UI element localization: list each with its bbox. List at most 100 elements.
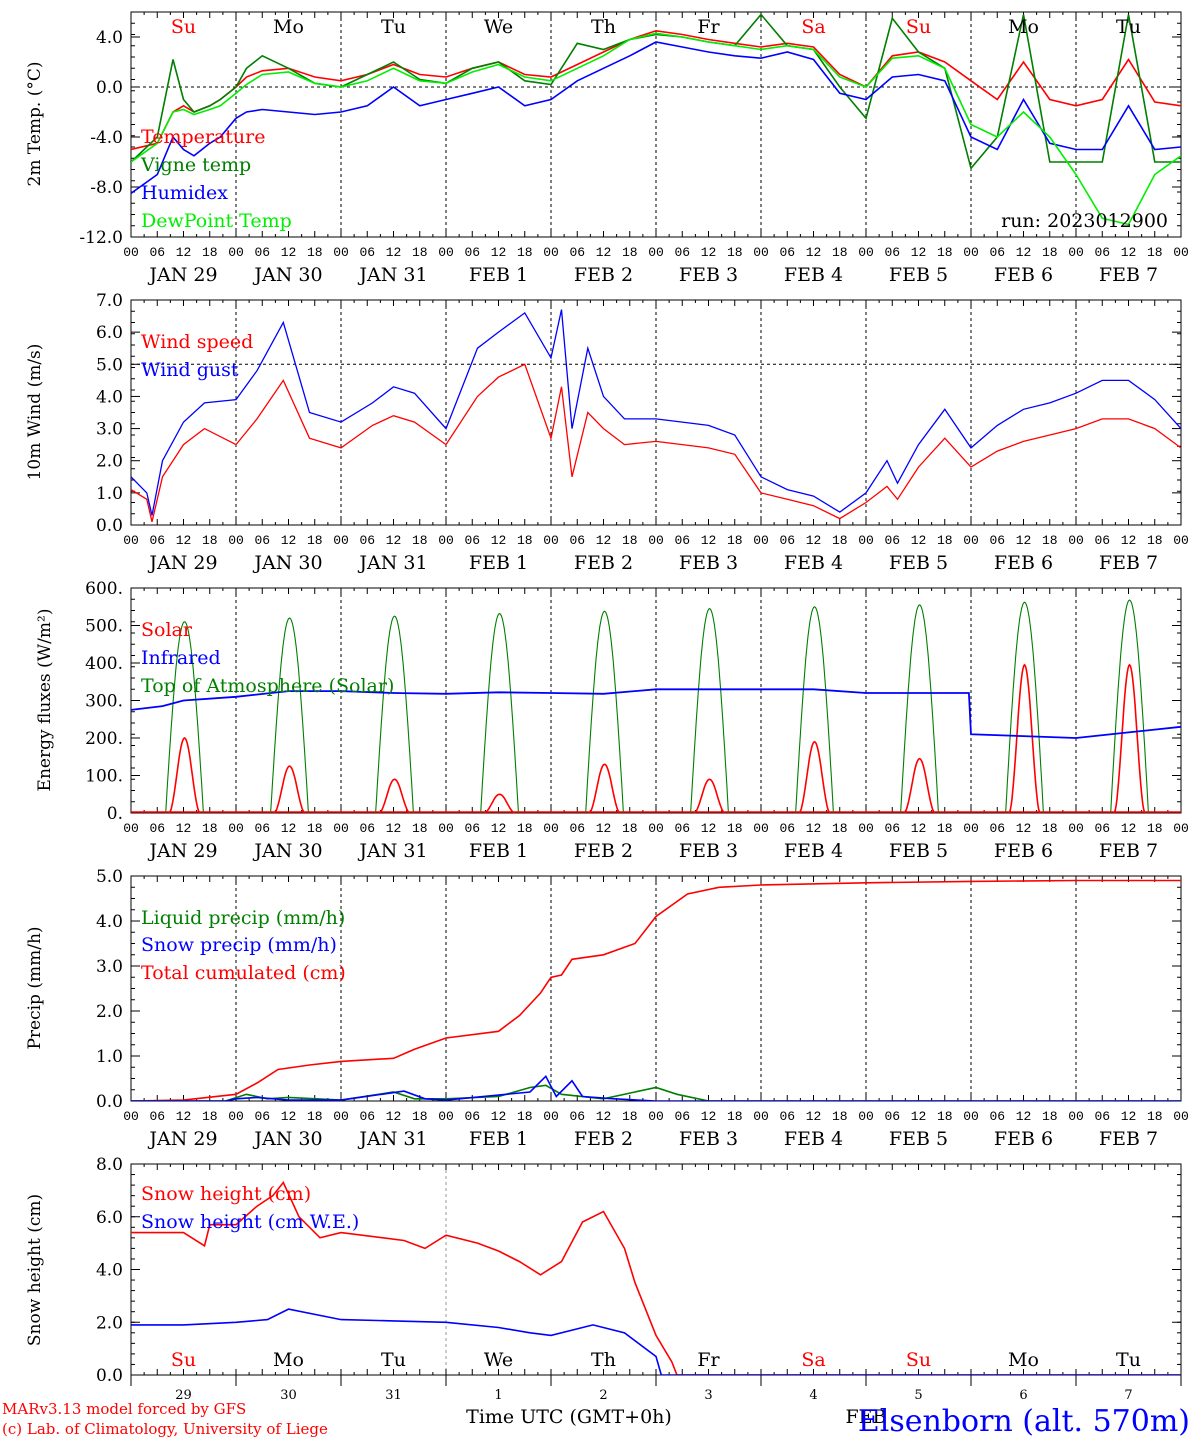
- day-number-label: 6: [1019, 1388, 1027, 1403]
- hour-label: 00: [1068, 533, 1084, 548]
- hour-label: 06: [464, 821, 480, 836]
- bottom-month-label: FEB: [845, 1406, 886, 1428]
- hour-label: 12: [596, 245, 612, 260]
- date-label: FEB 1: [469, 840, 528, 862]
- hour-label: 00: [753, 533, 769, 548]
- y-axis-label: 10m Wind (m/s): [25, 344, 45, 481]
- hour-label: 06: [884, 245, 900, 260]
- hour-label: 18: [1147, 533, 1163, 548]
- y-tick-label: 4.0: [96, 387, 123, 407]
- hour-label: 18: [1042, 245, 1058, 260]
- date-label: FEB 3: [679, 552, 738, 574]
- hour-label: 18: [1147, 821, 1163, 836]
- legend-entry: Snow height (cm W.E.): [141, 1211, 359, 1233]
- hour-label: 00: [438, 821, 454, 836]
- hour-label: 00: [1173, 821, 1189, 836]
- hour-label: 18: [937, 1109, 953, 1124]
- hour-label: 00: [753, 821, 769, 836]
- y-tick-label: 300.: [85, 692, 123, 712]
- solar-line: [1008, 663, 1041, 813]
- hour-label: 12: [386, 821, 402, 836]
- series-line: [131, 29, 1181, 151]
- hour-label: 12: [911, 821, 927, 836]
- hour-label: 06: [359, 1109, 375, 1124]
- hour-label: 00: [648, 245, 664, 260]
- hour-label: 06: [359, 245, 375, 260]
- date-label: JAN 31: [357, 264, 427, 286]
- hour-label: 18: [727, 821, 743, 836]
- hour-label: 12: [281, 1109, 297, 1124]
- hour-label: 00: [333, 821, 349, 836]
- hour-label: 18: [517, 821, 533, 836]
- date-label: FEB 7: [1099, 552, 1158, 574]
- hour-label: 12: [1016, 533, 1032, 548]
- credit-line-2: (c) Lab. of Climatology, University of L…: [2, 1420, 328, 1438]
- hour-label: 06: [1094, 1109, 1110, 1124]
- hour-label: 06: [149, 533, 165, 548]
- legend-entry: Total cumulated (cm): [141, 962, 346, 984]
- toa-solar-line: [270, 617, 309, 813]
- hour-label: 18: [832, 245, 848, 260]
- hour-label: 18: [727, 533, 743, 548]
- hour-label: 18: [202, 821, 218, 836]
- panel-3: 600. 500. 400. 300. 200. 100. 0. Energy fluxes …: [35, 579, 1189, 862]
- day-number-label: 2: [599, 1388, 607, 1403]
- day-name-top: We: [484, 16, 513, 38]
- hour-label: 12: [491, 821, 507, 836]
- hour-label: 00: [1068, 821, 1084, 836]
- legend-entry: Top of Atmosphere (Solar): [141, 675, 394, 697]
- hour-label: 06: [1094, 821, 1110, 836]
- hour-label: 18: [1042, 1109, 1058, 1124]
- hour-label: 12: [701, 821, 717, 836]
- hour-label: 06: [254, 245, 270, 260]
- legend-entry: Humidex: [141, 182, 228, 204]
- y-axis-label: Snow height (cm): [25, 1194, 45, 1346]
- day-name-bottom: Tu: [1116, 1349, 1141, 1371]
- hour-label: 18: [202, 533, 218, 548]
- panel-5: 8.0 6.0 4.0 2.0 0.0 Snow height (cm) Snow heig…: [25, 1155, 1182, 1386]
- y-tick-label: 4.0: [96, 1261, 123, 1281]
- series-line: [131, 32, 1181, 226]
- hour-label: 06: [149, 245, 165, 260]
- hour-label: 12: [1016, 821, 1032, 836]
- day-name-bottom: Mo: [1008, 1349, 1039, 1371]
- hour-label: 18: [937, 245, 953, 260]
- hour-label: 00: [123, 245, 139, 260]
- toa-solar-line: [480, 612, 520, 813]
- date-label: JAN 29: [147, 264, 217, 286]
- date-label: JAN 29: [147, 1128, 217, 1150]
- panel-4: 5.0 4.0 3.0 2.0 1.0 0.0 Precip (mm/h) 00 06 12 18 0…: [25, 867, 1189, 1150]
- y-tick-label: 0.: [107, 804, 123, 824]
- hour-label: 18: [1042, 821, 1058, 836]
- hour-label: 18: [727, 245, 743, 260]
- y-axis-label: Energy fluxes (W/m²): [35, 609, 55, 792]
- hour-label: 06: [884, 1109, 900, 1124]
- hour-label: 18: [307, 1109, 323, 1124]
- toa-solar-line: [585, 610, 624, 813]
- day-name-top: Mo: [273, 16, 304, 38]
- toa-solar-line: [690, 607, 729, 813]
- y-tick-label: 0.0: [96, 1366, 123, 1386]
- hour-label: 00: [228, 1109, 244, 1124]
- hour-label: 00: [333, 245, 349, 260]
- day-number-label: 7: [1124, 1388, 1132, 1403]
- hour-label: 18: [832, 533, 848, 548]
- y-tick-label: 600.: [85, 579, 123, 599]
- hour-label: 12: [1121, 821, 1137, 836]
- hour-label: 06: [779, 533, 795, 548]
- date-label: JAN 30: [252, 264, 322, 286]
- hour-label: 00: [963, 1109, 979, 1124]
- day-number-label: 3: [704, 1388, 712, 1403]
- hour-label: 12: [491, 1109, 507, 1124]
- hour-label: 18: [307, 533, 323, 548]
- date-label: JAN 31: [357, 1128, 427, 1150]
- y-tick-label: 400.: [85, 654, 123, 674]
- hour-label: 00: [753, 245, 769, 260]
- hour-label: 18: [202, 1109, 218, 1124]
- y-tick-label: 500.: [85, 617, 123, 637]
- date-label: JAN 30: [252, 840, 322, 862]
- solar-line: [693, 778, 726, 813]
- day-number-label: 1: [494, 1388, 502, 1403]
- date-label: FEB 1: [469, 264, 528, 286]
